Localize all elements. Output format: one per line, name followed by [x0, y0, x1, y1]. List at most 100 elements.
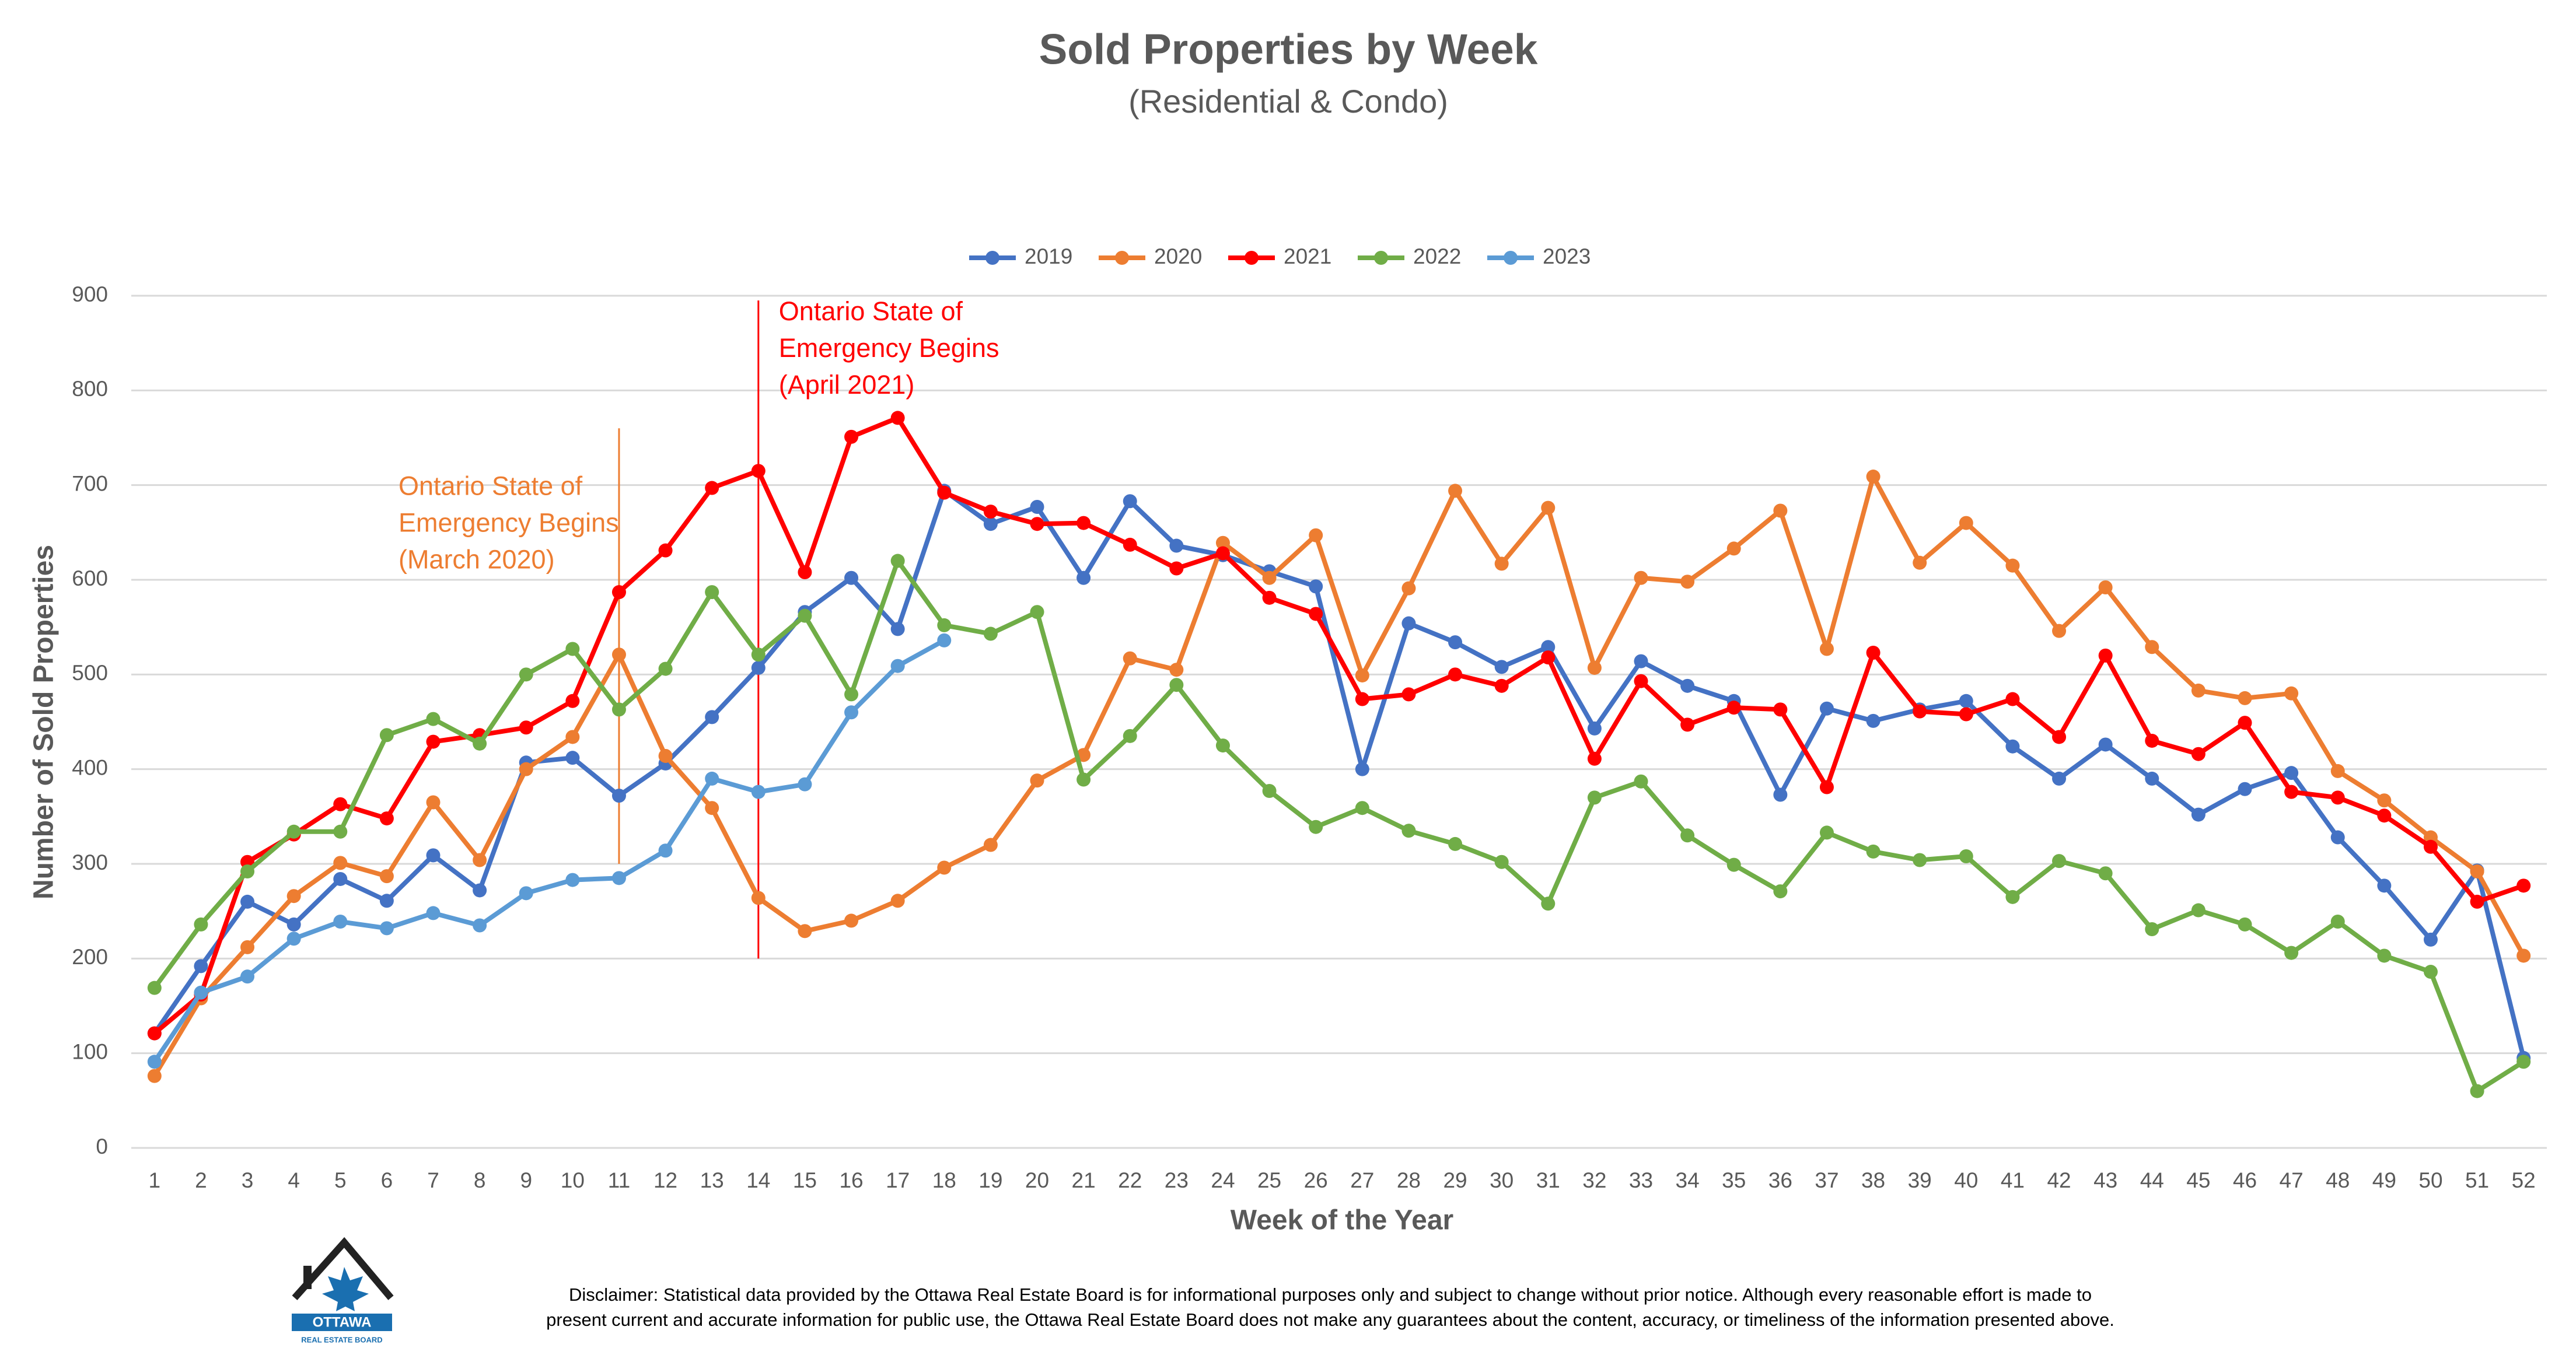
x-tick-label: 30 [1490, 1168, 1514, 1192]
data-point [1866, 713, 1881, 728]
data-point [2145, 771, 2159, 786]
data-point [890, 554, 905, 568]
data-point [1030, 773, 1044, 788]
data-point [937, 618, 952, 632]
data-point [1494, 556, 1509, 571]
data-point [333, 915, 348, 929]
data-point [240, 894, 255, 909]
data-point [890, 894, 905, 908]
data-point [705, 771, 719, 786]
annotation-text: Emergency Begins [779, 333, 999, 363]
data-point [1680, 828, 1695, 843]
data-point [844, 913, 859, 928]
data-point [1169, 538, 1184, 553]
x-tick-label: 37 [1815, 1168, 1838, 1192]
logo-leaf [322, 1267, 369, 1311]
data-point [1494, 660, 1509, 674]
data-point [2470, 894, 2484, 909]
data-point [1819, 642, 1834, 656]
data-point [2098, 648, 2113, 663]
data-point [379, 921, 394, 936]
data-point [286, 889, 301, 904]
legend-marker [1115, 251, 1129, 265]
data-point [1030, 605, 1044, 619]
data-point [2052, 771, 2067, 786]
data-point [1959, 849, 1973, 864]
data-point [1215, 738, 1230, 753]
series-line [153, 415, 2525, 1035]
data-point [1123, 651, 1137, 666]
data-point [379, 728, 394, 743]
x-axis-title: Week of the Year [1231, 1205, 1453, 1236]
x-tick-label: 12 [653, 1168, 677, 1192]
data-point [1959, 707, 1973, 722]
y-tick-label: 0 [96, 1135, 108, 1158]
data-point [1076, 516, 1091, 530]
data-point [286, 824, 301, 839]
data-point [1262, 784, 1277, 799]
data-point [2052, 854, 2067, 869]
data-point [658, 543, 673, 558]
x-tick-label: 24 [1211, 1168, 1235, 1192]
series-line [152, 638, 946, 1063]
data-point [1169, 561, 1184, 576]
data-point [1448, 667, 1463, 682]
data-point [1680, 678, 1695, 693]
data-point [611, 789, 626, 803]
data-point [240, 864, 255, 878]
data-point [1401, 581, 1416, 596]
data-point [473, 918, 487, 933]
data-point [2377, 793, 2392, 808]
data-point [1123, 537, 1137, 552]
data-point [2330, 830, 2345, 845]
x-tick-label: 44 [2140, 1168, 2164, 1192]
data-point [611, 702, 626, 717]
data-point [1215, 535, 1230, 550]
data-point [2516, 1055, 2531, 1069]
data-point [1169, 678, 1184, 692]
data-point [1401, 616, 1416, 631]
data-point [844, 429, 859, 444]
data-point [2052, 730, 2067, 744]
data-point [1959, 516, 1973, 530]
data-point [1587, 751, 1602, 766]
data-point [1309, 820, 1323, 834]
data-point [658, 843, 673, 858]
data-point [2098, 866, 2113, 881]
x-tick-label: 4 [288, 1168, 300, 1192]
data-point [2238, 716, 2252, 730]
x-tick-label: 49 [2372, 1168, 2396, 1192]
data-point [1215, 546, 1230, 561]
data-point [1030, 517, 1044, 531]
data-point [1726, 701, 1741, 715]
x-tick-label: 18 [932, 1168, 956, 1192]
data-point [1448, 635, 1463, 650]
data-point [1262, 570, 1277, 585]
logo-band [292, 1314, 392, 1331]
data-point [1819, 780, 1834, 794]
x-tick-label: 43 [2093, 1168, 2117, 1192]
x-tick-label: 10 [561, 1168, 585, 1192]
data-point [611, 871, 626, 885]
data-point [798, 924, 812, 939]
x-tick-label: 11 [608, 1168, 630, 1192]
data-point [1448, 484, 1463, 498]
disclaimer: Disclaimer: Statistical data provided by… [569, 1284, 2092, 1305]
data-point [2098, 737, 2113, 752]
data-point [240, 969, 255, 984]
data-point [519, 886, 533, 901]
y-axis-title: Number of Sold Properties [29, 545, 60, 899]
data-point [2470, 1084, 2484, 1098]
data-point [844, 687, 859, 702]
y-tick-label: 200 [72, 945, 108, 969]
data-point [2330, 764, 2345, 778]
x-tick-label: 45 [2186, 1168, 2210, 1192]
data-point [2005, 692, 2020, 706]
data-point [426, 734, 441, 749]
y-tick-label: 600 [72, 566, 108, 590]
x-tick-label: 9 [520, 1168, 532, 1192]
data-point [286, 917, 301, 932]
data-point [1494, 678, 1509, 693]
x-tick-label: 1 [149, 1168, 161, 1192]
